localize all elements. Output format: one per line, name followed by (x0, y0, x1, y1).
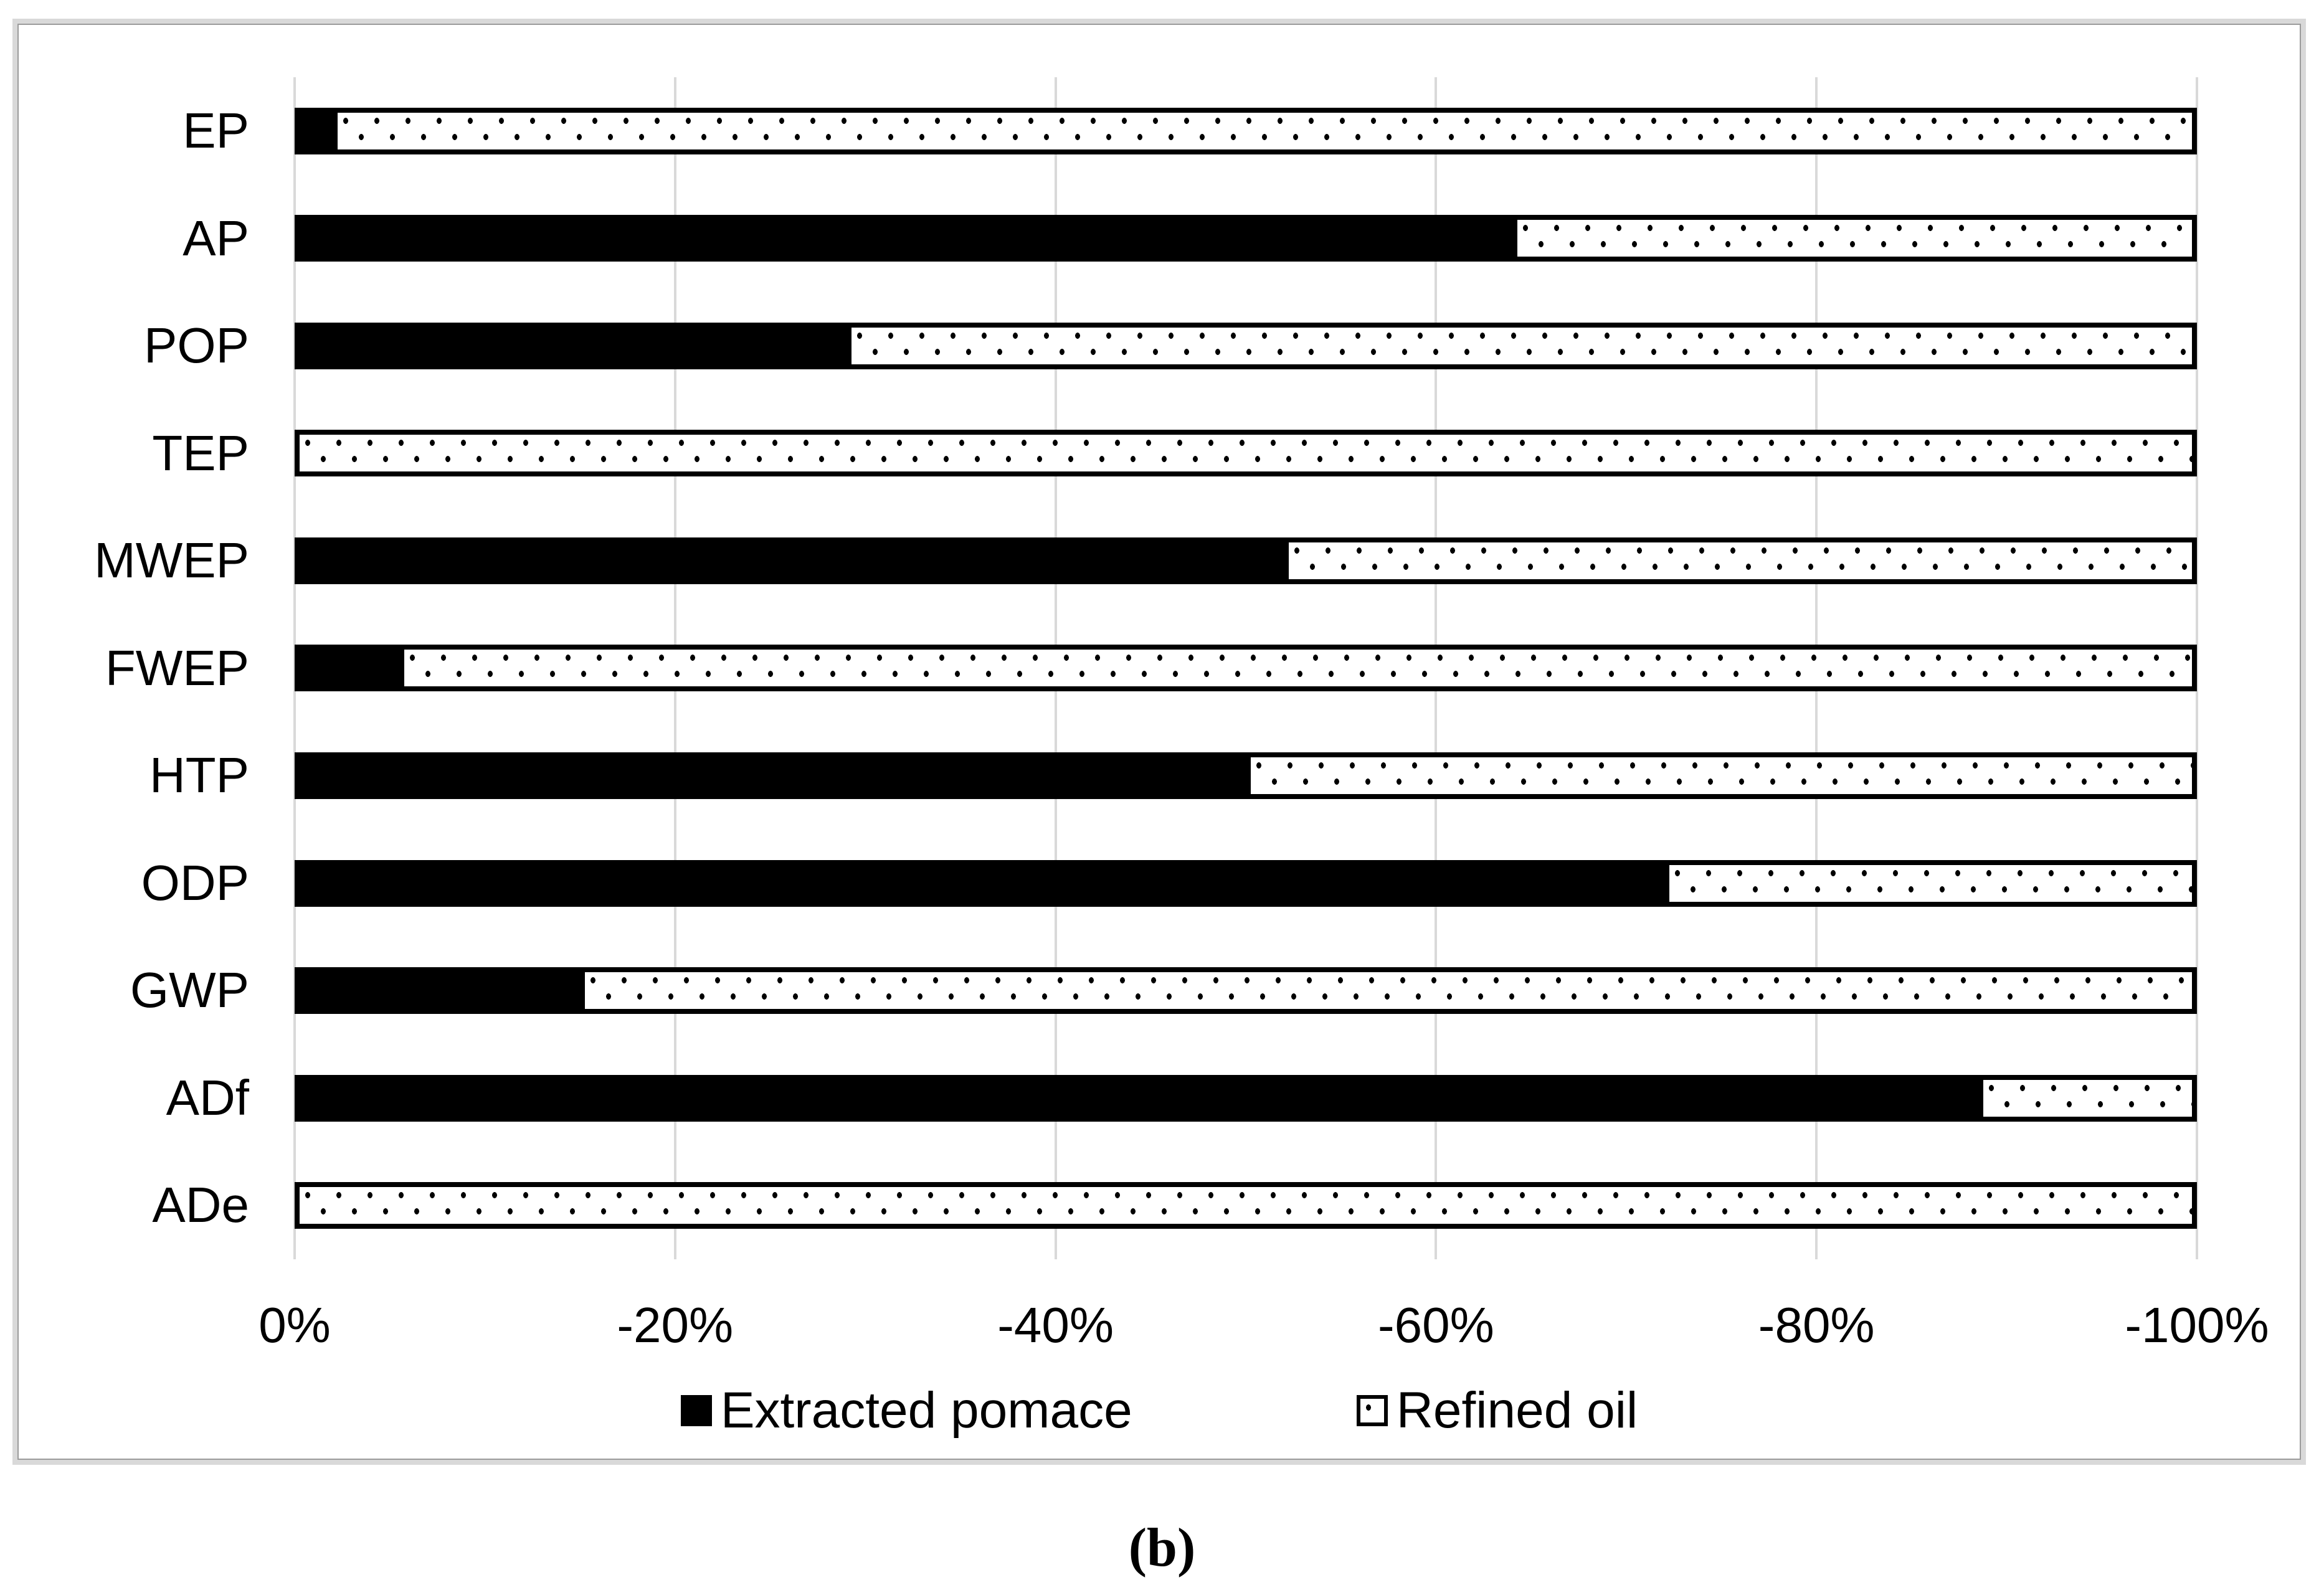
bar-row-GWP (295, 937, 2197, 1044)
legend: Extracted pomace Refined oil (17, 1381, 2301, 1440)
solid-swatch-icon (680, 1395, 712, 1426)
segment-refined-oil-GWP (580, 967, 2197, 1015)
plot-area (293, 77, 2198, 1259)
segment-extracted-pomace-GWP (295, 967, 581, 1015)
bar-row-EP (295, 77, 2197, 185)
y-label-EP: EP (183, 103, 249, 158)
bar-row-MWEP (295, 507, 2197, 615)
x-tick-label: -40% (997, 1297, 1114, 1353)
x-tick-label: 0% (258, 1297, 331, 1353)
legend-label-extracted-pomace: Extracted pomace (720, 1382, 1132, 1439)
bar-row-AP (295, 185, 2197, 293)
legend-item-extracted-pomace: Extracted pomace (680, 1381, 1132, 1440)
segment-extracted-pomace-AP (295, 215, 1512, 262)
segment-extracted-pomace-HTP (295, 752, 1246, 800)
segment-refined-oil-ODP (1664, 859, 2197, 907)
segment-extracted-pomace-FWEP (295, 645, 399, 692)
segment-extracted-pomace-EP (295, 107, 333, 154)
bar-row-POP (295, 292, 2197, 400)
bar-row-ODP (295, 830, 2197, 937)
segment-refined-oil-AP (1512, 215, 2197, 262)
segment-refined-oil-POP (846, 322, 2197, 369)
segment-refined-oil-ADe (295, 1182, 2197, 1229)
y-label-AP: AP (183, 210, 249, 266)
bar-row-HTP (295, 722, 2197, 830)
y-label-MWEP: MWEP (94, 532, 249, 589)
y-label-HTP: HTP (149, 747, 249, 803)
bar-row-TEP (295, 400, 2197, 508)
x-tick-label: -80% (1758, 1297, 1875, 1353)
segment-refined-oil-ADf (1978, 1074, 2197, 1122)
bar-row-ADf (295, 1044, 2197, 1152)
segment-refined-oil-TEP (295, 430, 2197, 477)
segment-refined-oil-HTP (1246, 752, 2197, 800)
x-tick-label: -20% (617, 1297, 734, 1353)
y-label-POP: POP (144, 318, 249, 374)
segment-extracted-pomace-POP (295, 322, 847, 369)
figure-caption: (b) (1128, 1518, 1196, 1578)
y-label-TEP: TEP (152, 425, 249, 481)
legend-item-refined-oil: Refined oil (1356, 1381, 1638, 1440)
y-label-FWEP: FWEP (105, 640, 249, 696)
bar-row-FWEP (295, 615, 2197, 722)
segment-refined-oil-MWEP (1284, 537, 2197, 584)
gridline--100% (2196, 77, 2198, 1259)
legend-label-refined-oil: Refined oil (1396, 1382, 1638, 1439)
y-label-ADf: ADf (166, 1069, 249, 1125)
bar-row-ADe (295, 1152, 2197, 1259)
segment-extracted-pomace-ODP (295, 859, 1664, 907)
dotted-swatch-icon (1356, 1395, 1388, 1426)
y-label-GWP: GWP (130, 962, 249, 1018)
segment-refined-oil-EP (333, 107, 2197, 154)
chart-figure: EP AP POP TEP MWEP FWEP HTP ODP GWP ADf ADe 0% -20%… (12, 19, 2306, 1465)
segment-extracted-pomace-ADf (295, 1074, 1978, 1122)
y-label-ODP: ODP (141, 854, 249, 911)
x-tick-label: -60% (1378, 1297, 1494, 1353)
x-tick-label: -100% (2125, 1297, 2269, 1353)
segment-refined-oil-FWEP (399, 645, 2197, 692)
segment-extracted-pomace-MWEP (295, 537, 1284, 584)
y-label-ADe: ADe (152, 1177, 249, 1233)
